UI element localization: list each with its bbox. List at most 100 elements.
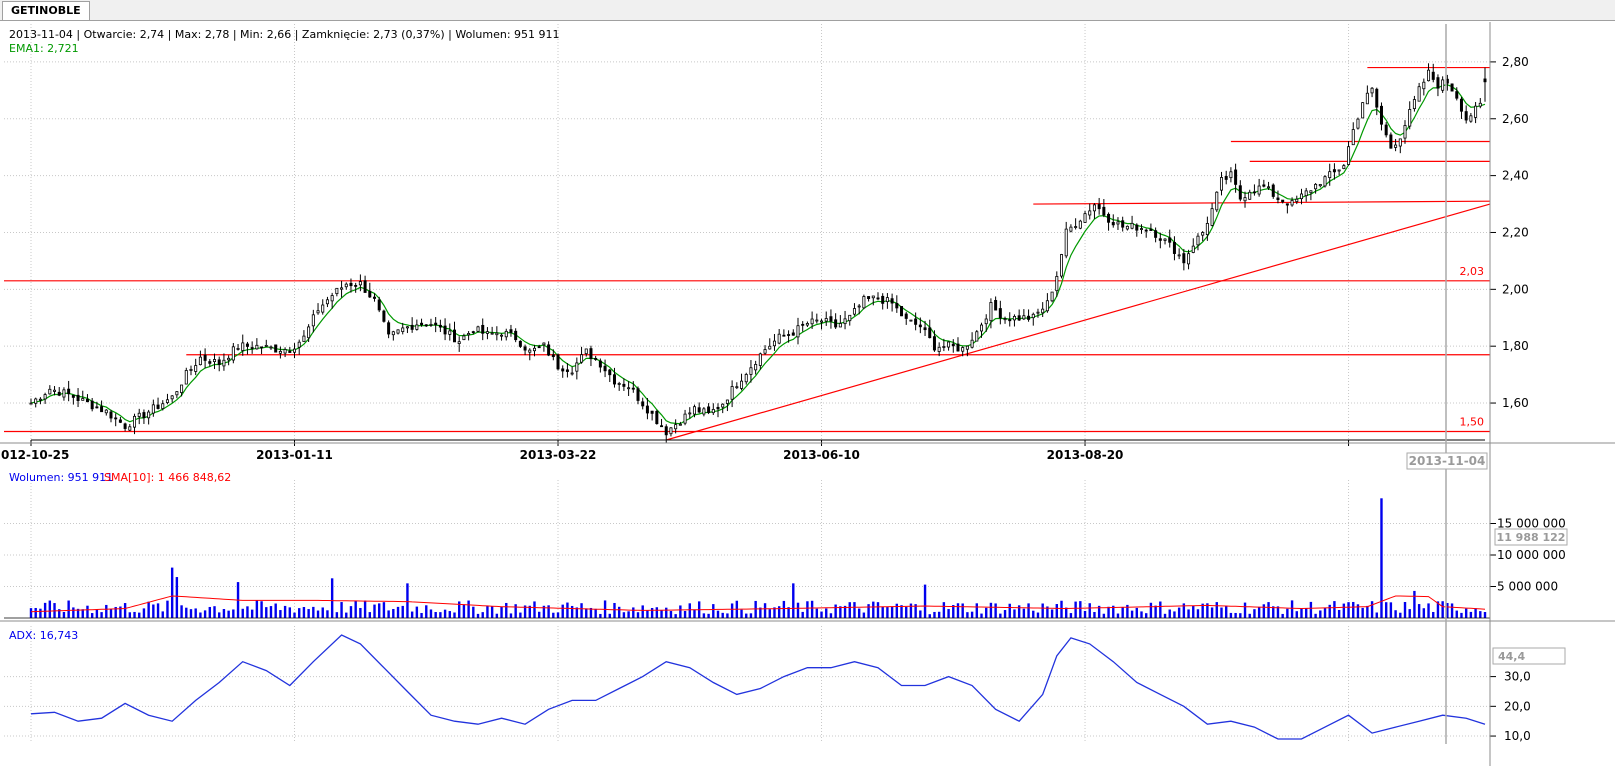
volume-bar	[505, 602, 508, 618]
volume-bar	[787, 607, 790, 618]
volume-bar	[881, 606, 884, 618]
x-tick-label: 2013-08-20	[1047, 448, 1124, 462]
ema-line	[30, 84, 1486, 425]
volume-bar	[128, 612, 132, 618]
volume-bar	[848, 602, 851, 618]
volume-bar	[86, 605, 89, 618]
y-tick-label: 2,60	[1502, 112, 1529, 126]
candle-body	[843, 318, 847, 325]
volume-bar	[961, 603, 964, 618]
candle-body	[707, 406, 711, 413]
candle-body	[1314, 183, 1318, 190]
candle-body	[697, 407, 701, 413]
candle-body	[1262, 184, 1266, 187]
volume-bar	[1050, 609, 1054, 618]
candle-body	[128, 426, 132, 431]
volume-bar	[1083, 610, 1087, 618]
adx-info-text: ADX: 16,743	[9, 629, 78, 642]
volume-bar	[1413, 590, 1416, 618]
candle-body	[118, 419, 122, 423]
candle-body	[594, 357, 598, 360]
volume-bar	[467, 600, 470, 618]
candle-body	[862, 296, 866, 309]
candle-body	[528, 349, 532, 353]
candle-body	[678, 423, 682, 426]
volume-bar	[138, 612, 141, 618]
candle-body	[485, 331, 489, 334]
volume-cursor-text: 11 988 122	[1497, 531, 1566, 544]
candle-body	[401, 327, 405, 332]
candle-body	[796, 325, 800, 338]
candle-body	[805, 323, 809, 326]
candle-body	[532, 347, 536, 352]
candle-body	[1403, 125, 1407, 139]
candle-body	[382, 310, 386, 322]
candle-body	[1389, 134, 1393, 149]
volume-bar	[617, 606, 621, 618]
candle-body	[1459, 98, 1463, 112]
volume-bar	[241, 608, 244, 618]
candle-body	[1205, 223, 1209, 236]
volume-bar	[472, 606, 475, 618]
candle-body	[302, 335, 306, 342]
candle-body	[236, 348, 240, 350]
candle-body	[961, 347, 965, 352]
candle-body	[895, 302, 899, 309]
volume-bar	[1013, 609, 1016, 618]
candle-body	[1177, 254, 1181, 257]
volume-bar	[702, 613, 706, 618]
volume-bar	[48, 600, 52, 618]
candle-body	[1384, 124, 1388, 136]
volume-bar	[759, 607, 762, 618]
candle-body	[1031, 313, 1035, 319]
candle-body	[702, 408, 706, 415]
candle-body	[1295, 198, 1299, 202]
candle-body	[62, 389, 66, 398]
candle-body	[114, 417, 118, 420]
volume-bar	[265, 607, 268, 618]
candle-body	[443, 325, 447, 335]
volume-bar	[269, 606, 273, 618]
candle-body	[970, 339, 974, 348]
candle-body	[1337, 169, 1341, 172]
volume-bar	[923, 584, 927, 618]
tab-getinoble[interactable]: GETINOBLE	[2, 1, 90, 20]
candle-body	[688, 412, 692, 415]
candle-body	[476, 326, 480, 332]
volume-bar	[1154, 605, 1157, 618]
candle-body	[514, 330, 518, 341]
volume-bar	[1319, 610, 1322, 618]
volume-bar	[406, 583, 409, 618]
volume-bar	[185, 607, 188, 618]
volume-bar	[580, 603, 583, 618]
volume-bar	[495, 613, 499, 618]
volume-bar	[820, 611, 823, 618]
volume-bar	[1088, 603, 1091, 618]
candle-body	[838, 323, 842, 328]
candle-body	[161, 403, 165, 409]
candle-body	[1097, 204, 1101, 210]
stock-chart[interactable]: 2,031,50 2012-10-25 2013-01-11 2013-03-22 2…	[0, 22, 1615, 766]
candle-body	[542, 342, 546, 346]
candle-body	[956, 343, 960, 352]
volume-bar	[448, 611, 451, 618]
candle-body	[1379, 105, 1383, 125]
candle-body	[928, 327, 932, 339]
candle-body	[1191, 245, 1195, 253]
volume-bar	[726, 613, 729, 618]
candle-body	[782, 334, 786, 337]
candle-body	[490, 332, 494, 335]
candle-body	[608, 369, 612, 376]
volume-bar	[570, 605, 574, 618]
volume-bar	[194, 608, 197, 618]
volume-bar	[1356, 604, 1360, 618]
volume-bar	[796, 602, 800, 618]
volume-bar	[307, 609, 310, 618]
candle-body	[495, 332, 499, 336]
candle-body	[57, 391, 61, 396]
candle-body	[740, 380, 744, 389]
candle-body	[852, 308, 856, 315]
volume-info-text: Wolumen: 951 911	[9, 471, 113, 484]
candle-body	[1252, 191, 1256, 194]
candle-body	[1243, 197, 1247, 202]
